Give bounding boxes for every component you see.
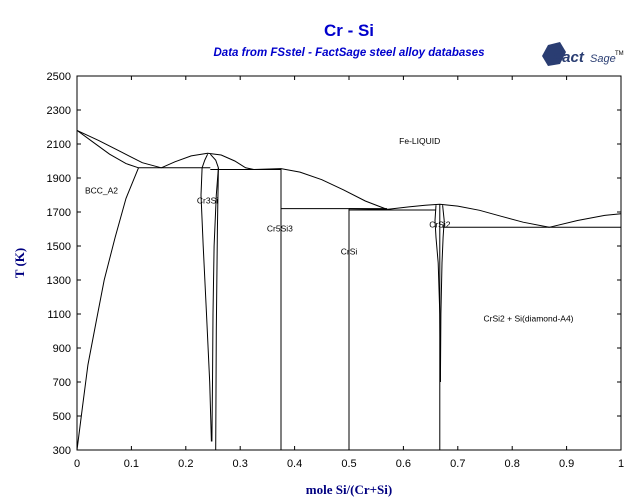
x-tick-label: 0.5: [341, 458, 356, 470]
y-tick-label: 700: [53, 377, 71, 389]
region-label: CrSi: [341, 247, 358, 257]
x-tick-label: 0.2: [178, 458, 193, 470]
y-tick-label: 1100: [47, 309, 71, 321]
region-label: CrSi2 + Si(diamond-A4): [484, 314, 574, 324]
y-tick-label: 2500: [47, 71, 71, 83]
boundary-solidus-bcc: [76, 129, 139, 169]
x-tick-label: 0: [74, 458, 80, 470]
region-label: Cr3Si: [197, 196, 218, 206]
logo-sub-text: Sage: [590, 53, 616, 65]
x-axis-ticks: 0 0.1 0.2 0.3 0.4 0.5 0.6 0.7 0.8 0.9 1: [74, 76, 624, 470]
logo-mark: TM: [615, 51, 624, 57]
boundary-crsi2-right: [439, 205, 445, 383]
boundary-liquidus-si: [549, 213, 622, 228]
y-axis-label: T (K): [12, 248, 27, 278]
diagram-subtitle: Data from FSstel - FactSage steel alloy …: [214, 47, 485, 59]
y-tick-label: 2300: [47, 105, 71, 117]
x-tick-label: 0.7: [450, 458, 465, 470]
x-tick-label: 0.9: [559, 458, 574, 470]
logo-hexagon-icon: [542, 42, 566, 66]
phase-region-labels: Fe-LIQUID BCC_A2 Cr3Si Cr5Si3 CrSi CrSi2 CrSi2…: [85, 136, 574, 324]
boundary-cr3si-top-left: [201, 153, 209, 168]
phase-boundaries: [76, 129, 622, 451]
boundary-liquidus-cr5si3: [253, 168, 388, 210]
x-tick-label: 0.4: [287, 458, 302, 470]
x-axis-label: mole Si/(Cr+Si): [306, 482, 392, 497]
x-tick-label: 0.1: [124, 458, 139, 470]
y-tick-label: 1300: [47, 275, 71, 287]
boundary-cr3si-right: [211, 167, 219, 442]
boundary-cr3si-left: [200, 167, 212, 442]
x-tick-label: 0.6: [396, 458, 411, 470]
y-tick-label: 300: [53, 445, 71, 457]
x-tick-label: 0.8: [505, 458, 520, 470]
x-tick-label: 0.3: [233, 458, 248, 470]
region-label: BCC_A2: [85, 185, 118, 195]
boundary-cr3si-right-wall: [215, 167, 219, 451]
x-tick-label: 1: [618, 458, 624, 470]
y-tick-label: 500: [53, 411, 71, 423]
boundary-liquidus-cr3si: [161, 152, 254, 170]
diagram-title: Cr - Si: [324, 21, 374, 40]
boundary-liquidus-crsi2-left: [387, 203, 550, 228]
y-tick-label: 1900: [47, 173, 71, 185]
region-label: Fe-LIQUID: [399, 136, 440, 146]
region-label: Cr5Si3: [267, 224, 293, 234]
logo-main-text: Fact: [553, 49, 585, 66]
y-tick-label: 1700: [47, 207, 71, 219]
factsage-logo: Fact Sage TM: [542, 42, 624, 66]
y-axis-ticks: 300 500 700 900 1100 1300 1500 1700 1900 2100 2300…: [47, 71, 621, 457]
boundary-bcc-solvus: [76, 167, 139, 451]
y-tick-label: 2100: [47, 139, 71, 151]
region-label: CrSi2: [429, 219, 451, 229]
boundary-liquidus-bcc-upper: [76, 129, 162, 169]
y-tick-label: 900: [53, 343, 71, 355]
y-tick-label: 1500: [47, 241, 71, 253]
boundary-cr3si-top-right: [209, 153, 219, 168]
